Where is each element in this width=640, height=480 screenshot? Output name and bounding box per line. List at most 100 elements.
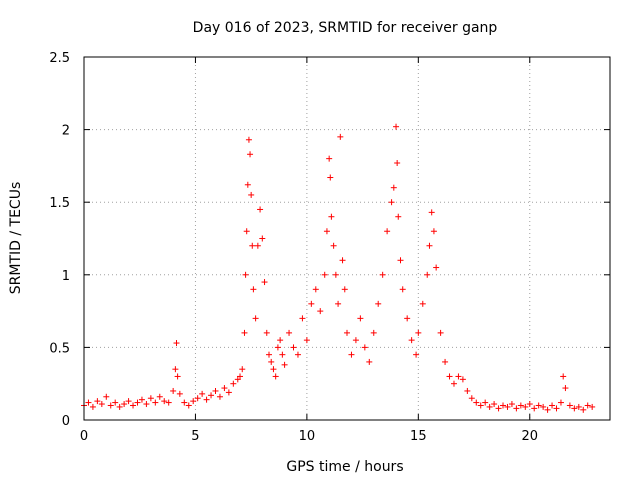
data-point [181, 399, 188, 406]
data-point [408, 337, 415, 344]
data-point [390, 184, 397, 191]
data-point [116, 403, 123, 410]
data-point [277, 337, 284, 344]
y-tick-label: 0 [62, 414, 70, 429]
data-point [152, 399, 159, 406]
data-point [294, 351, 301, 358]
data-point [504, 403, 511, 410]
data-point [446, 373, 453, 380]
data-point [404, 315, 411, 322]
data-point [161, 398, 168, 405]
data-point [237, 373, 244, 380]
data-point [580, 406, 587, 413]
data-point [272, 373, 279, 380]
data-point [239, 366, 246, 373]
data-point [134, 399, 141, 406]
data-point [156, 393, 163, 400]
data-point [98, 401, 105, 408]
data-point [208, 392, 215, 399]
axis-ticks: 0 5 10 15 20 0 0.5 1 1.5 2 2.5 [49, 51, 610, 444]
data-point [339, 257, 346, 264]
data-point [185, 402, 192, 409]
data-point [540, 403, 547, 410]
data-point [430, 228, 437, 235]
data-point [491, 401, 498, 408]
data-point [254, 242, 261, 249]
data-point [263, 329, 270, 336]
data-point [395, 213, 402, 220]
data-point [442, 358, 449, 365]
data-point [212, 387, 219, 394]
chart-title: Day 016 of 2023, SRMTID for receiver gan… [193, 20, 498, 36]
data-point [244, 181, 251, 188]
data-point [399, 286, 406, 293]
data-point [428, 209, 435, 216]
data-point [265, 351, 272, 358]
x-tick-label: 20 [521, 429, 538, 444]
data-point [413, 351, 420, 358]
data-point [464, 387, 471, 394]
data-point [268, 358, 275, 365]
data-point [216, 393, 223, 400]
data-point [508, 401, 515, 408]
data-point [544, 406, 551, 413]
data-point [281, 361, 288, 368]
data-point [270, 366, 277, 373]
data-point [299, 315, 306, 322]
data-point [526, 401, 533, 408]
data-point [459, 376, 466, 383]
data-point [393, 123, 400, 130]
data-point [286, 329, 293, 336]
data-point [513, 405, 520, 412]
data-point [147, 395, 154, 402]
data-point [549, 402, 556, 409]
data-point [173, 340, 180, 347]
data-point [482, 399, 489, 406]
data-point [243, 228, 250, 235]
data-point [352, 337, 359, 344]
y-tick-label: 1 [62, 269, 70, 284]
data-point [312, 286, 319, 293]
data-point [130, 402, 137, 409]
data-point [172, 366, 179, 373]
data-point [341, 286, 348, 293]
data-point [415, 329, 422, 336]
data-point [388, 199, 395, 206]
y-tick-label: 1.5 [49, 196, 70, 211]
data-point [366, 358, 373, 365]
data-point [424, 271, 431, 278]
data-point [225, 389, 232, 396]
data-point [566, 402, 573, 409]
data-point [279, 351, 286, 358]
data-point [328, 213, 335, 220]
data-point [344, 329, 350, 336]
x-axis-label: GPS time / hours [286, 459, 403, 475]
data-point [174, 373, 181, 380]
data-point [321, 271, 328, 278]
data-point [500, 402, 507, 409]
data-point [473, 399, 480, 406]
data-point [535, 402, 542, 409]
y-tick-label: 2.5 [49, 51, 70, 66]
data-point [522, 403, 529, 410]
data-point [379, 271, 386, 278]
y-axis-label: SRMTID / TECUs [8, 182, 24, 295]
data-point [250, 286, 257, 293]
data-point [249, 242, 256, 249]
data-point [468, 395, 475, 402]
data-point [138, 396, 145, 403]
data-point [517, 402, 524, 409]
data-point [274, 344, 281, 351]
data-point [531, 405, 538, 412]
data-point [455, 373, 462, 380]
data-point [107, 402, 114, 409]
data-point [348, 351, 355, 358]
data-point [426, 242, 433, 249]
data-point [357, 315, 364, 322]
data-point [190, 398, 197, 405]
data-point [245, 136, 252, 143]
data-point [394, 159, 401, 166]
data-point [230, 380, 237, 387]
data-point [257, 206, 264, 213]
